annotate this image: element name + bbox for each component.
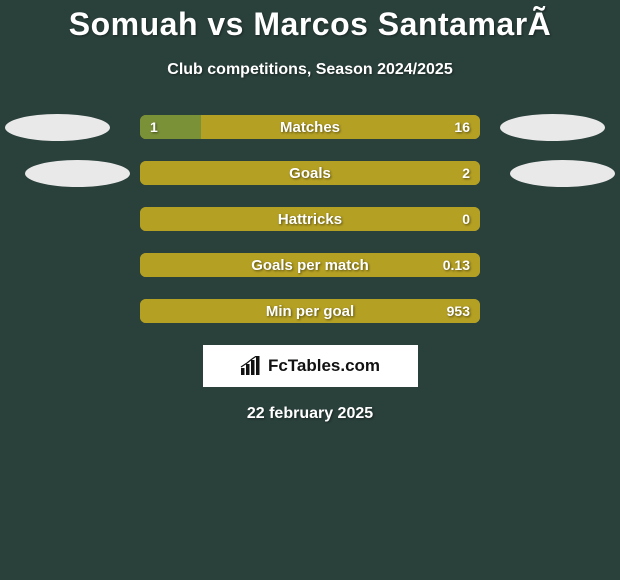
stat-row: 953Min per goal <box>0 299 620 323</box>
player2-bar-segment <box>140 207 480 231</box>
stat-bar: 953Min per goal <box>140 299 480 323</box>
player2-value: 2 <box>452 161 480 185</box>
player1-oval <box>5 114 110 141</box>
stat-bar: 0.13Goals per match <box>140 253 480 277</box>
player2-oval <box>510 160 615 187</box>
player2-value: 953 <box>437 299 480 323</box>
stat-bar: 0Hattricks <box>140 207 480 231</box>
logo-text: FcTables.com <box>268 356 380 376</box>
player2-bar-segment <box>201 115 480 139</box>
player2-value: 0 <box>452 207 480 231</box>
stat-row: 0Hattricks <box>0 207 620 231</box>
player2-bar-segment <box>140 299 480 323</box>
player2-oval <box>500 114 605 141</box>
player1-oval <box>25 160 130 187</box>
date-text: 22 february 2025 <box>0 405 620 423</box>
player2-bar-segment <box>140 161 480 185</box>
stat-bar: 116Matches <box>140 115 480 139</box>
player2-value: 16 <box>444 115 480 139</box>
bar-chart-icon <box>240 356 262 376</box>
stat-row: 116Matches <box>0 115 620 139</box>
subtitle: Club competitions, Season 2024/2025 <box>0 61 620 79</box>
player2-value: 0.13 <box>433 253 480 277</box>
player1-value: 1 <box>140 115 168 139</box>
comparison-chart: 116Matches2Goals0Hattricks0.13Goals per … <box>0 115 620 323</box>
stat-bar: 2Goals <box>140 161 480 185</box>
page-title: Somuah vs Marcos SantamarÃ­ <box>0 0 620 43</box>
fctables-logo[interactable]: FcTables.com <box>203 345 418 387</box>
stat-row: 0.13Goals per match <box>0 253 620 277</box>
stat-row: 2Goals <box>0 161 620 185</box>
player2-bar-segment <box>140 253 480 277</box>
